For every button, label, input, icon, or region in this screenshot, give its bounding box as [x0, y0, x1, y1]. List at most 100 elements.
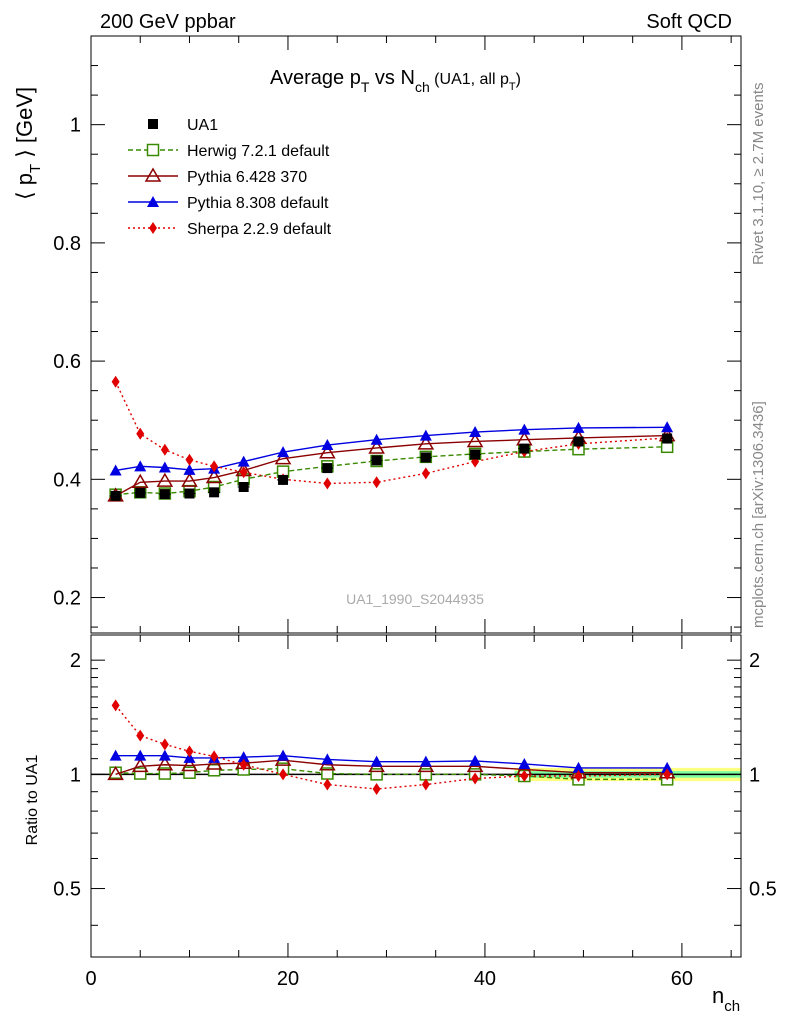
- data-point: [322, 463, 333, 474]
- analysis-watermark: UA1_1990_S2044935: [346, 591, 484, 607]
- ratio-ytick-label: 0.5: [53, 879, 81, 901]
- ratio-point-pythia6: [181, 757, 198, 772]
- data-point: [135, 487, 146, 498]
- legend-label-herwig: Herwig 7.2.1 default: [187, 143, 330, 160]
- ratio-line-sherpa: [115, 704, 668, 790]
- ratio-ytick-label: 2: [70, 650, 81, 672]
- data-point: [159, 489, 170, 500]
- main-point-pythia8: [158, 461, 171, 473]
- title-part-b: vs N: [369, 67, 415, 89]
- ratio-point-pythia8: [134, 749, 147, 761]
- ratio-point-herwig: [183, 766, 196, 779]
- header-left: 200 GeV ppbar: [100, 11, 236, 33]
- ratio-point-sherpa: [574, 770, 583, 783]
- data-point: [184, 488, 195, 499]
- main-point-pythia6: [368, 439, 385, 454]
- data-point: [662, 433, 673, 444]
- ratio-point-sherpa: [471, 772, 480, 785]
- ratio-line-pythia8: [115, 754, 668, 769]
- main-point-pythia8: [419, 429, 432, 441]
- ratio-point-pythia8: [572, 761, 585, 773]
- xtick-label: 60: [671, 968, 693, 990]
- ratio-point-pythia8: [277, 749, 290, 761]
- title-part-d: ): [516, 71, 521, 88]
- legend-marker-data: [148, 119, 158, 129]
- title-sub-b: ch: [415, 79, 430, 95]
- main-point-sherpa: [185, 453, 194, 466]
- main-point-sherpa: [210, 460, 219, 473]
- data-point: [209, 487, 220, 498]
- main-point-sherpa: [372, 476, 381, 489]
- xtick-label: 40: [474, 968, 496, 990]
- main-frame: [90, 35, 742, 634]
- title-sub-c: T: [509, 81, 516, 93]
- main-point-sherpa: [239, 466, 248, 479]
- ratio-point-pythia8: [237, 751, 250, 763]
- main-line-sherpa: [114, 381, 668, 485]
- ratio-point-herwig: [419, 768, 433, 781]
- ratio-point-pythia8: [370, 755, 383, 767]
- main-point-pythia8: [134, 460, 147, 472]
- ratio-point-sherpa: [111, 699, 120, 712]
- main-point-pythia8: [661, 421, 674, 433]
- main-line-herwig: [115, 446, 668, 496]
- main-point-pythia8: [572, 421, 585, 433]
- ylabel-sub: T: [27, 164, 44, 173]
- rivet-label: Rivet 3.1.10, ≥ 2.7M events: [750, 83, 767, 266]
- ratio-point-pythia6: [131, 757, 149, 773]
- ratio-point-sherpa: [421, 778, 430, 791]
- main-point-sherpa: [160, 443, 169, 456]
- ratio-point-pythia8: [419, 755, 432, 767]
- main-point-pythia6: [131, 473, 149, 489]
- data-point: [470, 449, 481, 460]
- ratio-ytick-label: 1: [70, 764, 81, 786]
- ratio-point-sherpa: [279, 768, 288, 781]
- legend-marker-sherpa: [149, 222, 157, 234]
- main-ytick-label: 0.4: [53, 469, 81, 491]
- axes: 0.2 0.4 0.6 0.8 1 0 20 40 60 0.5 0.5 1 1 2 2: [53, 35, 777, 990]
- legend-label-data: UA1: [187, 117, 218, 134]
- main-point-pythia6: [156, 472, 174, 487]
- header-right: Soft QCD: [646, 11, 732, 33]
- ratio-point-pythia6: [107, 765, 124, 781]
- data-point: [110, 490, 121, 501]
- main-series-layer: [107, 375, 676, 502]
- main-point-sherpa: [111, 375, 120, 388]
- legend-marker-pythia6: [144, 167, 162, 182]
- ratio-point-pythia8: [183, 751, 196, 763]
- ratio-ytick-label-right: 1: [749, 764, 760, 786]
- data-point: [519, 443, 530, 454]
- main-point-pythia8: [518, 423, 531, 435]
- data-point: [573, 436, 584, 447]
- legend: UA1 Herwig 7.2.1 default Pythia 6.428 370 P…: [128, 117, 332, 238]
- ratio-point-pythia8: [518, 757, 531, 769]
- ratio-point-herwig: [158, 767, 172, 780]
- legend-label-sherpa: Sherpa 2.2.9 default: [187, 221, 332, 238]
- ratio-frame: [90, 634, 742, 958]
- main-line-pythia8: [115, 426, 668, 472]
- data-point: [238, 482, 249, 493]
- main-point-pythia6: [417, 435, 435, 450]
- main-point-pythia8: [109, 464, 122, 476]
- main-point-sherpa: [323, 477, 332, 490]
- xlabel-sub: ch: [724, 998, 740, 1015]
- ratio-point-sherpa: [185, 745, 194, 758]
- main-point-pythia8: [370, 433, 383, 445]
- main-point-pythia8: [183, 463, 196, 475]
- mcplots-label: mcplots.cern.ch [arXiv:1306.3436]: [750, 401, 767, 628]
- x-axis-label: nch: [712, 983, 740, 1015]
- ratio-point-pythia8: [469, 754, 482, 766]
- legend-marker-pythia8: [147, 196, 159, 207]
- ylabel-part-b: ⟩ [GeV]: [12, 87, 37, 164]
- ratio-point-sherpa: [239, 758, 248, 771]
- main-point-pythia6: [319, 444, 336, 459]
- main-point-pythia8: [469, 426, 482, 438]
- legend-label-pythia6: Pythia 6.428 370: [187, 169, 307, 186]
- main-point-pythia8: [277, 446, 290, 458]
- main-point-sherpa: [136, 427, 145, 440]
- main-point-pythia6: [205, 469, 223, 484]
- ratio-point-sherpa: [372, 782, 381, 795]
- y-axis-label: ⟨ pT ⟩ [GeV]: [12, 87, 44, 200]
- main-point-pythia8: [237, 455, 250, 467]
